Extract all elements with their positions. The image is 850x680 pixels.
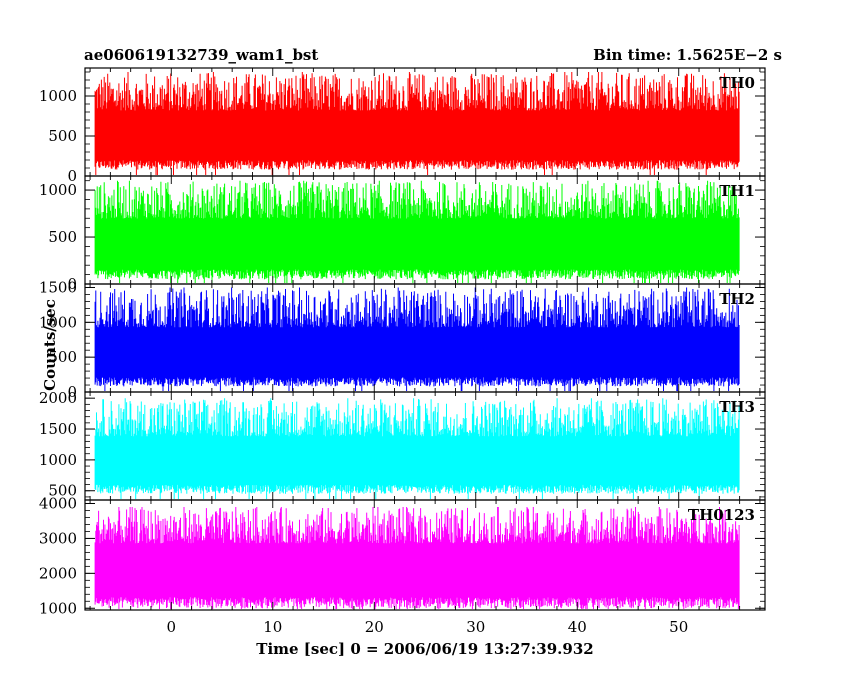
series-th2-trace: [94, 287, 740, 391]
y-tick-label: 1000: [39, 87, 77, 105]
x-tick-label: 30: [466, 618, 485, 636]
y-tick-label: 0: [67, 275, 77, 293]
panel-th1: 0 500 1000 TH1: [39, 175, 766, 293]
series-th0123-trace: [94, 507, 740, 609]
x-tick-label: 40: [568, 618, 587, 636]
y-tick-label: 0: [67, 167, 77, 185]
series-th1-trace: [94, 180, 740, 283]
series-th3-trace: [94, 398, 740, 499]
y-tick-label: 1000: [39, 451, 77, 469]
series-label-th1: TH1: [719, 182, 755, 200]
series-label-th2: TH2: [719, 290, 755, 308]
y-tick-label: 4000: [39, 494, 77, 512]
y-tick-label: 0: [67, 383, 77, 401]
panel-th3: 500 1000 1500 2000 TH3: [39, 389, 766, 501]
y-tick-label: 3000: [39, 529, 77, 547]
y-tick-label: 1000: [39, 599, 77, 617]
y-tick-label: 1000: [39, 181, 77, 199]
x-tick-label: 50: [669, 618, 688, 636]
y-tick-label: 500: [48, 228, 77, 246]
y-tick-label: 500: [48, 348, 77, 366]
series-th0-trace: [94, 72, 740, 175]
series-label-th0: TH0: [719, 74, 755, 92]
panel-th2: 0 500 1000 1500 TH2: [39, 278, 766, 401]
y-tick-label: 2000: [39, 389, 77, 407]
x-tick-label: 0: [166, 618, 176, 636]
y-tick-label: 2000: [39, 564, 77, 582]
series-label-th0123: TH0123: [688, 506, 755, 524]
series-label-th3: TH3: [719, 398, 755, 416]
y-tick-label: 1500: [39, 420, 77, 438]
y-tick-label: 1500: [39, 278, 77, 296]
x-axis-label: Time [sec] 0 = 2006/06/19 13:27:39.932: [256, 640, 594, 658]
x-tick-label: 20: [365, 618, 384, 636]
panel-th0: 0 500 1000 TH0: [39, 67, 766, 185]
y-tick-label: 1000: [39, 313, 77, 331]
y-tick-label: 500: [48, 127, 77, 145]
y-tick-label: 500: [48, 482, 77, 500]
plot-title: ae060619132739_wam1_bst: [84, 46, 319, 64]
bin-time-label: Bin time: 1.5625E−2 s: [593, 46, 782, 64]
panel-frame: [84, 499, 766, 611]
x-tick-label: 10: [263, 618, 282, 636]
panel-th0123: 1000 2000 3000 4000 TH0123: [39, 494, 766, 617]
